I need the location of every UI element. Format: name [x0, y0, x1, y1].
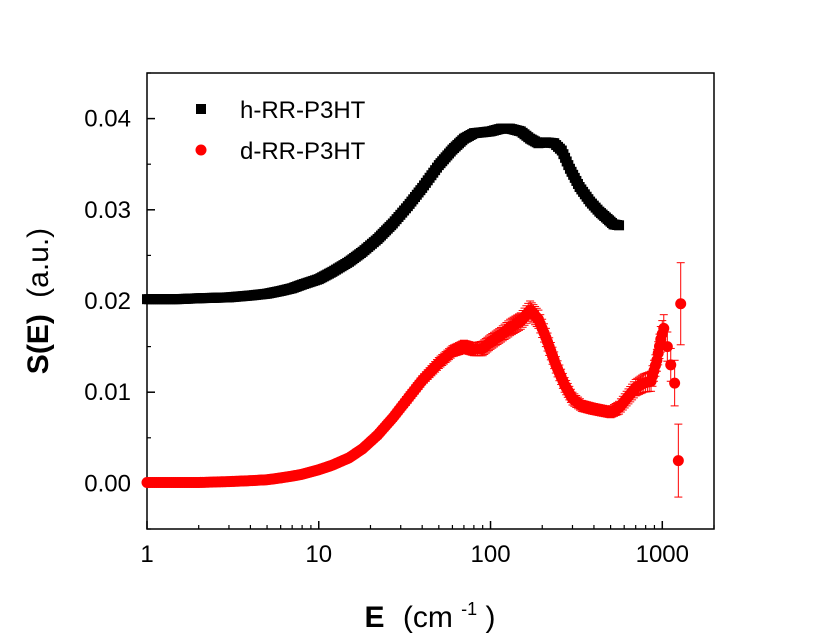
data-point-d-rr-p3ht	[665, 359, 677, 371]
x-axis-title-unit-suffix: )	[486, 601, 496, 634]
y-axis-ticks: 0.00 0.01 0.02 0.03 0.04	[84, 72, 155, 530]
legend-marker-d-rr-p3ht	[195, 144, 207, 156]
x-tick-label: 10	[305, 541, 332, 568]
x-axis-title-main: E	[364, 601, 384, 634]
legend-label-d-rr-p3ht: d-RR-P3HT	[240, 138, 366, 165]
y-tick-label: 0.01	[84, 379, 131, 406]
legend-label-h-rr-p3ht: h-RR-P3HT	[240, 97, 366, 124]
y-tick-label: 0.00	[84, 470, 131, 497]
legend: h-RR-P3HT d-RR-P3HT	[195, 97, 366, 165]
data-point-h-rr-p3ht	[614, 220, 625, 231]
series-h-rr-p3ht	[142, 123, 625, 305]
series-d-rr-p3ht	[141, 262, 687, 498]
y-tick-label: 0.02	[84, 288, 131, 315]
data-point-d-rr-p3ht	[675, 298, 687, 310]
data-point-d-rr-p3ht	[658, 322, 670, 334]
x-axis-title-unit-prefix: (cm	[403, 601, 453, 634]
x-axis-ticks: 1 10 100 1000	[140, 521, 715, 568]
y-axis-title-main: S(E)	[22, 314, 55, 374]
x-tick-label: 1000	[636, 541, 689, 568]
x-tick-label: 100	[471, 541, 511, 568]
x-axis-title: E (cm -1 )	[364, 589, 495, 634]
y-tick-label: 0.04	[84, 106, 131, 133]
y-axis-title: S(E) (a.u.)	[22, 228, 55, 374]
series-layer	[141, 123, 687, 498]
y-tick-label: 0.03	[84, 197, 131, 224]
data-point-d-rr-p3ht	[672, 455, 684, 467]
x-axis-title-unit-exp: -1	[461, 599, 477, 619]
x-tick-label: 1	[140, 541, 153, 568]
data-point-d-rr-p3ht	[661, 341, 673, 353]
y-axis-title-unit: (a.u.)	[22, 228, 55, 298]
legend-marker-h-rr-p3ht	[196, 104, 206, 114]
data-point-d-rr-p3ht	[669, 377, 681, 389]
